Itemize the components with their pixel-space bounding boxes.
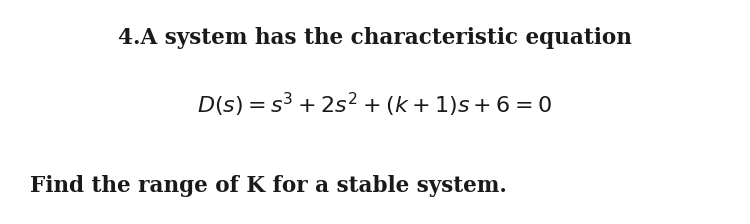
Text: Find the range of K for a stable system.: Find the range of K for a stable system. (30, 175, 507, 197)
Text: $D(s) = s^3 + 2s^2 + (k+1)s + 6 = 0$: $D(s) = s^3 + 2s^2 + (k+1)s + 6 = 0$ (197, 91, 553, 119)
Text: 4.A system has the characteristic equation: 4.A system has the characteristic equati… (118, 27, 632, 49)
